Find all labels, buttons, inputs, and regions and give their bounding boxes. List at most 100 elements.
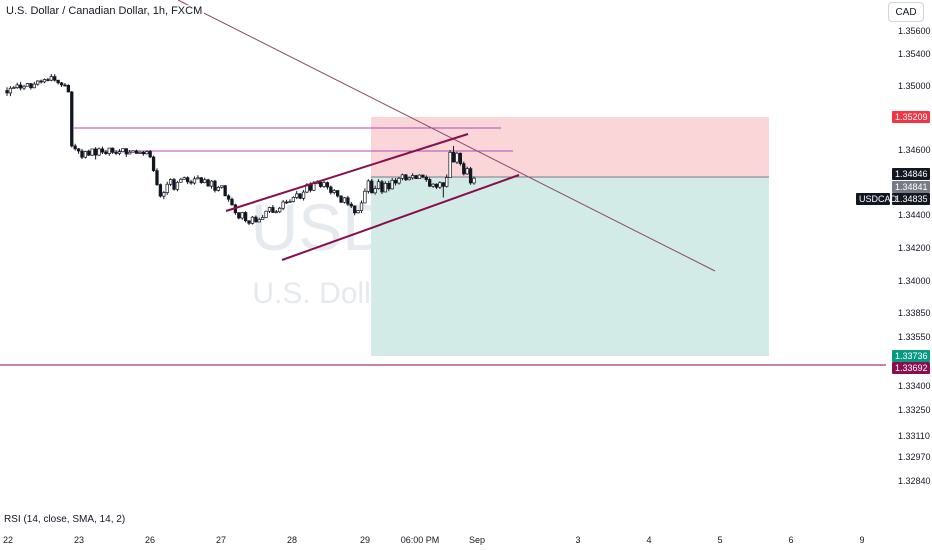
candle-body: [100, 148, 105, 153]
candle-body: [80, 150, 84, 158]
candle-body: [318, 181, 323, 187]
candle-body: [56, 79, 60, 84]
candle-body: [131, 150, 135, 153]
candle-body: [441, 182, 445, 187]
candle: [145, 150, 149, 155]
candle: [349, 202, 353, 209]
candle-body: [216, 186, 220, 191]
candle: [342, 197, 347, 204]
time-tick-label: 06:00 PM: [401, 535, 440, 545]
candle-body: [182, 177, 186, 180]
candle: [325, 181, 330, 190]
candle-body: [179, 178, 183, 183]
candle: [363, 188, 367, 204]
candle: [438, 181, 442, 189]
price-badge-label: 1.35209: [895, 112, 928, 122]
price-axis[interactable]: 1.35600 1.35400 1.35000 1.34600 1.34400 1.342…: [898, 26, 931, 486]
candle: [346, 195, 350, 206]
candle: [80, 148, 84, 160]
candle: [192, 176, 197, 185]
candle-body: [97, 148, 101, 156]
candle: [70, 90, 74, 148]
candle-body: [240, 212, 244, 219]
candle-body: [237, 212, 241, 219]
candle-body: [472, 177, 476, 184]
candle: [15, 82, 19, 89]
candle: [42, 78, 47, 84]
candle: [100, 146, 105, 155]
time-tick-label: 29: [360, 535, 370, 545]
candle: [22, 84, 26, 90]
time-tick-label: Sep: [469, 535, 485, 545]
candle-body: [73, 145, 77, 150]
candle-body: [134, 150, 139, 154]
candle-body: [138, 151, 142, 154]
candle-body: [145, 151, 149, 155]
candle: [114, 150, 118, 155]
price-badge-label: 1.34835: [895, 194, 928, 204]
candle: [12, 85, 16, 89]
candle: [107, 147, 111, 156]
candle: [264, 210, 268, 219]
candle: [206, 178, 210, 187]
candle: [226, 194, 231, 202]
take-profit-zone[interactable]: [371, 177, 769, 356]
candle-body: [407, 177, 411, 181]
candle: [465, 166, 469, 175]
candle-body: [209, 180, 214, 187]
price-tick-label: 1.32970: [898, 452, 931, 462]
candle-body: [213, 180, 217, 191]
time-tick-label: 5: [717, 535, 722, 545]
candle: [370, 178, 374, 194]
candle: [301, 190, 306, 201]
candle-body: [349, 203, 353, 207]
candle: [53, 74, 57, 82]
currency-button[interactable]: CAD: [888, 2, 924, 22]
candle: [87, 149, 91, 156]
descending-trendline[interactable]: [177, 0, 716, 272]
candle: [288, 199, 292, 203]
candle: [209, 180, 214, 189]
price-badge: [892, 350, 930, 362]
candle: [63, 83, 67, 87]
candle: [243, 211, 248, 223]
candle-body: [359, 202, 364, 211]
candle-body: [284, 201, 289, 204]
candle-body: [274, 211, 278, 214]
symbol-title[interactable]: U.S. Dollar / Canadian Dollar, 1h, FXCM: [4, 5, 205, 17]
time-tick-label: 26: [145, 535, 155, 545]
candle-body: [370, 180, 374, 194]
time-axis[interactable]: 22 23 26 27 28 29 06:00 PM Sep 3 4 5 6 9: [3, 535, 865, 545]
candle-body: [390, 179, 394, 190]
candle: [104, 150, 108, 155]
candle: [366, 179, 370, 194]
price-tick-label: 1.33110: [898, 431, 930, 441]
time-tick-label: 3: [575, 535, 580, 545]
candle: [390, 177, 394, 190]
channel-lower-line[interactable]: [281, 174, 520, 261]
candle: [448, 150, 452, 178]
candle-body: [383, 183, 388, 193]
candle: [172, 177, 176, 191]
candle-body: [363, 190, 367, 204]
candle: [199, 177, 203, 184]
rsi-indicator-label[interactable]: RSI (14, close, SMA, 14, 2): [4, 514, 126, 525]
channel-upper-line[interactable]: [225, 133, 469, 212]
candle-body: [424, 176, 428, 180]
candle: [155, 168, 159, 186]
candle-body: [393, 179, 398, 184]
candle: [158, 183, 163, 198]
candle: [356, 209, 360, 214]
candle: [5, 87, 9, 96]
candle-body: [445, 177, 449, 187]
stop-loss-zone[interactable]: [371, 117, 769, 177]
candle-body: [70, 91, 74, 147]
candle: [417, 174, 422, 180]
candle-body: [342, 197, 347, 203]
candle: [421, 174, 425, 179]
candle: [322, 180, 326, 188]
candle: [59, 81, 64, 88]
candle: [335, 190, 340, 198]
candle: [32, 81, 36, 89]
